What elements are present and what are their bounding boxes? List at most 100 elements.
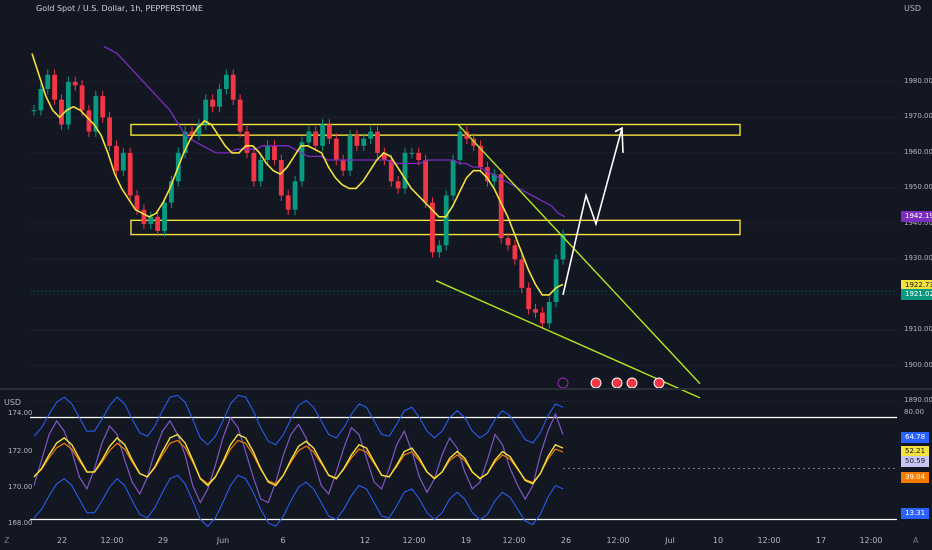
candle-body [244,131,250,153]
time-tick-label: 22 [56,536,68,545]
time-tick-label: 12:00 [757,536,781,545]
auto-scale-button[interactable]: A [913,536,919,545]
time-tick-label: 12:00 [606,536,630,545]
candle-body [79,85,85,111]
candle-body [436,245,442,253]
trend-line-1 [435,280,701,399]
candle-body [347,135,353,171]
candle-body [72,81,78,86]
candle-body [127,152,133,196]
candle-body [306,131,312,143]
osc-value-badge: 39.04 [901,471,930,483]
flag-icon [611,377,623,389]
candle-body [59,99,64,125]
candle-body [553,259,559,302]
osc-lower-band [33,474,564,528]
candle-body [450,160,456,196]
candle-body [196,124,202,136]
osc-left-tick-label: 172.00 [8,447,33,455]
candle-body [485,167,490,182]
flag-icon [653,377,665,389]
candle-body [148,216,154,224]
zone-rect-1 [130,219,741,236]
price-tick-label: 1980.00 [904,76,932,85]
candle-body [443,195,449,246]
price-tick-label: 1960.00 [904,147,932,156]
candle-body [395,181,401,189]
price-tick-label: 1900.00 [904,360,932,369]
candle-body [539,312,545,324]
candle-body [217,89,222,107]
candle-body [155,216,161,231]
candle-body [114,145,119,171]
candle-body [120,152,126,171]
candle-body [340,160,346,171]
candle-body [368,131,374,139]
last-price-badge: 1921.02 [901,288,932,300]
candle-body [251,152,257,182]
candle-body [141,209,147,224]
time-tick-label: 12:00 [100,536,124,545]
candle-body [464,131,470,139]
candle-body [498,174,504,239]
candle-body [134,195,140,210]
price-axis-unit: USD [904,4,922,13]
osc-upper-band [33,394,564,446]
candle-body [546,302,552,324]
candle-body [93,96,99,132]
osc-left-tick-label: 170.00 [8,483,33,491]
candle-body [526,287,532,310]
flag-icon [626,377,638,389]
candle-body [189,131,195,136]
candle-body [423,160,428,203]
candle-body [361,138,367,146]
candle-body [182,131,188,153]
time-tick-label: Jun [216,536,230,545]
price-tick-label: 1950.00 [904,183,932,192]
time-tick-label: 12:00 [402,536,426,545]
time-tick-label: 19 [460,536,472,545]
candle-body [320,124,325,146]
time-tick-label: 17 [815,536,827,545]
osc-left-tick-label: 174.00 [8,409,33,417]
candle-body [169,181,174,203]
chart-title: Gold Spot / U.S. Dollar, 1h, PEPPERSTONE [36,4,203,13]
candle-body [409,152,415,154]
time-tick-label: Jul [665,536,675,545]
candle-body [491,174,497,182]
candle-body [265,145,270,160]
time-tick-label: 12:00 [502,536,526,545]
candle-body [258,160,264,182]
candle-body [210,99,216,107]
last-price-badge: 1942.19 [901,210,932,222]
candle-body [388,160,394,182]
candle-body [478,145,483,168]
candle-body [313,131,319,146]
candle-body [86,110,92,132]
candle-body [519,259,525,288]
lightning-icon [557,377,569,389]
ema-fast-line [31,53,564,296]
zoom-button[interactable]: Z [4,536,10,545]
time-tick-label: 29 [157,536,169,545]
candle-body [299,142,305,182]
osc-signal-line [33,433,564,487]
candle-body [107,117,112,146]
time-tick-label: 12 [359,536,371,545]
osc-value-badge: 50.59 [901,455,930,467]
osc-value-badge: 64.78 [901,431,930,443]
candle-body [354,135,360,146]
candle-body [162,202,167,231]
pane-separator[interactable] [0,388,932,390]
candle-body [65,81,71,125]
candle-body [285,195,291,210]
time-tick-label: 6 [280,536,286,545]
candle-body [38,89,44,111]
candle-body [560,234,566,260]
candle-body [512,245,518,260]
candle-body [223,74,229,89]
candle-body [327,124,332,139]
price-tick-label: 1890.00 [904,396,932,405]
candle-body [52,74,58,100]
